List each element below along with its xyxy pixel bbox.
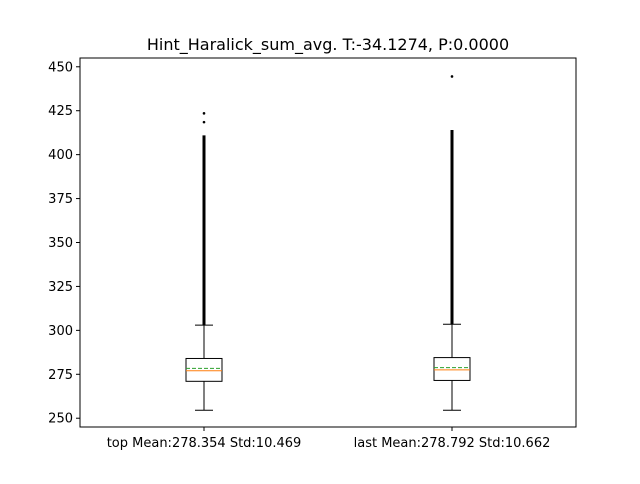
chart-title: Hint_Haralick_sum_avg. T:-34.1274, P:0.0… (147, 35, 509, 55)
outlier-point (202, 120, 206, 124)
y-tick-label: 325 (48, 280, 73, 295)
box-iqr (185, 357, 223, 382)
outlier-point (202, 112, 206, 115)
outlier-point (450, 75, 454, 78)
y-tick-label: 350 (48, 236, 73, 251)
y-tick-label: 275 (48, 368, 73, 383)
x-tick-label: top Mean:278.354 Std:10.469 (107, 436, 302, 451)
y-tick-label: 425 (48, 104, 73, 119)
plot-area: 250 275 300 325 350 375 400 425 450 top Mean:278.… (48, 60, 550, 451)
box-iqr (433, 357, 471, 381)
y-tick-label: 250 (48, 412, 73, 427)
y-tick-label: 375 (48, 192, 73, 207)
y-tick-label: 400 (48, 148, 73, 163)
y-tick-label: 300 (48, 324, 73, 339)
y-tick-label: 450 (48, 60, 73, 75)
x-tick-label: last Mean:278.792 Std:10.662 (354, 436, 551, 451)
axes-frame (79, 57, 577, 428)
